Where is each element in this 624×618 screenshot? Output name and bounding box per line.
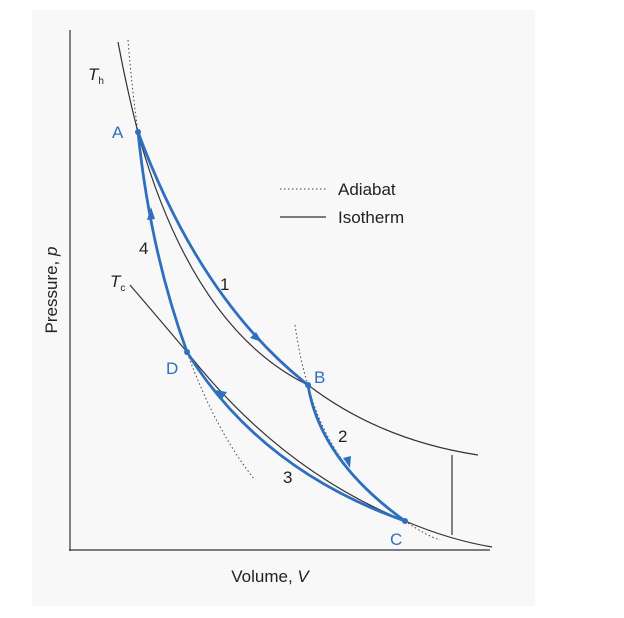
subscript: c [120, 283, 125, 294]
point-label: C [390, 530, 402, 549]
point-label: D [166, 359, 178, 378]
x-axis-label: Volume, V [231, 567, 310, 586]
y-axis-label: Pressure, p [42, 247, 61, 334]
panel [32, 10, 535, 606]
step-label: 1 [220, 275, 229, 294]
state-point [402, 518, 408, 524]
legend-label: Adiabat [338, 180, 396, 199]
process-path [136, 131, 309, 387]
step-label: 2 [338, 427, 347, 446]
hot-isotherm [117, 41, 479, 456]
label: Volume, [231, 567, 297, 586]
arrow [215, 390, 227, 399]
step-label: 4 [139, 239, 148, 258]
label: Pressure, [42, 256, 61, 333]
step-label: 3 [283, 468, 292, 487]
variable: V [297, 567, 310, 586]
cold-isotherm [129, 284, 493, 548]
point-label: B [314, 368, 325, 387]
symbol: T [88, 65, 100, 84]
process-path [306, 384, 406, 523]
state-point [305, 382, 311, 388]
isotherm-label: Tc [110, 272, 125, 294]
arrow [343, 456, 351, 468]
state-point [135, 129, 141, 135]
variable: p [42, 247, 61, 257]
state-point [184, 349, 190, 355]
legend-label: Isotherm [338, 208, 404, 227]
process-path [185, 351, 406, 523]
arrow [147, 207, 155, 220]
arrow [250, 332, 262, 342]
isotherm-label: Th [88, 65, 104, 87]
adiabat [294, 324, 441, 541]
subscript: h [98, 76, 104, 87]
point-label: A [112, 123, 124, 142]
process-path [136, 131, 189, 353]
symbol: T [110, 272, 122, 291]
